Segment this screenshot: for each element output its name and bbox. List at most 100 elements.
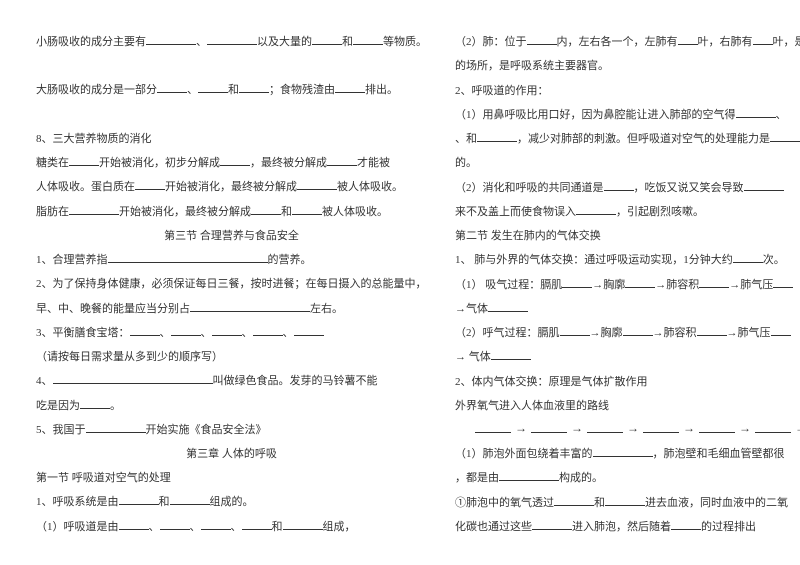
right-column: （2）肺：位于内，左右各一个，左肺有叶，右肺有叶，是 的场所，是呼吸系统主要器官… — [455, 28, 800, 537]
blank — [560, 325, 590, 336]
blank — [119, 519, 149, 530]
blank — [488, 301, 528, 312]
text-line: 1、合理营养指的营养。 — [36, 246, 427, 270]
blank — [242, 519, 272, 530]
blank — [733, 252, 763, 263]
t: 4、 — [36, 375, 53, 387]
t: 、 — [196, 36, 207, 48]
blank — [532, 519, 572, 530]
t: 第二节 发生在肺内的气体交换 — [455, 230, 601, 242]
t: 脂肪在 — [36, 206, 69, 218]
blank — [160, 519, 190, 530]
blank — [69, 155, 99, 166]
t: 叶，右肺有 — [698, 36, 753, 48]
blank — [157, 82, 187, 93]
t: 、 — [776, 109, 787, 121]
spacer — [36, 52, 427, 76]
text-line: （1）肺泡外面包绕着丰富的，肺泡壁和毛细血管壁都很 — [455, 440, 800, 464]
t: 、 — [160, 327, 171, 339]
t: 的场所，是呼吸系统主要器官。 — [455, 60, 609, 72]
t: 次。 — [763, 254, 785, 266]
blank — [133, 373, 213, 384]
arrow-icon: → — [515, 421, 527, 436]
t: 进入肺泡，然后随着 — [572, 521, 671, 533]
left-column: 小肠吸收的成分主要有、以及大量的和等物质。 大肠吸收的成分是一部分、和；食物残渣… — [36, 28, 427, 537]
t: 开始被消化，最终被分解成 — [119, 206, 251, 218]
t: 2、呼吸道的作用： — [455, 85, 549, 97]
t: 开始被消化，最终被分解成 — [165, 181, 297, 193]
t: 被人体吸收。 — [322, 206, 388, 218]
text-line: 、和 ，减少对肺部的刺激。但呼吸道对空气的处理能力是 — [455, 125, 800, 149]
t: 和 — [342, 36, 353, 48]
text-line: 脂肪在开始被消化，最终被分解成和被人体吸收。 — [36, 198, 427, 222]
blank — [576, 204, 616, 215]
t: 和 — [159, 496, 170, 508]
text-line: → 气体 — [455, 343, 800, 367]
text-line: 1、呼吸系统是由和组成的。 — [36, 488, 427, 512]
blank — [201, 519, 231, 530]
blank — [69, 204, 119, 215]
blank — [491, 349, 531, 360]
arrow-icon: → — [739, 421, 751, 436]
t: 、 — [187, 84, 198, 96]
blank — [353, 34, 383, 45]
blank — [220, 155, 250, 166]
spacer — [36, 101, 427, 125]
t: 的营养。 — [268, 254, 312, 266]
blank — [188, 252, 268, 263]
text-line: 4、叫做绿色食品。发芽的马铃薯不能 — [36, 367, 427, 391]
arrow-icon: → — [795, 421, 800, 436]
t: → 气体 — [455, 351, 491, 363]
blank — [755, 423, 791, 433]
blank — [771, 325, 791, 336]
blank — [294, 325, 324, 336]
blank — [697, 325, 727, 336]
t: ①肺泡中的氧气透过 — [455, 497, 554, 509]
t: 人体吸收。蛋白质在 — [36, 181, 135, 193]
t: 和 — [228, 84, 239, 96]
t: 、和 — [455, 133, 477, 145]
t: 以及大量的 — [257, 36, 312, 48]
t: 、 — [149, 521, 160, 533]
blank — [146, 34, 196, 45]
t: ，减少对肺部的刺激。但呼吸道对空气的处理能力是 — [517, 133, 770, 145]
blank — [292, 204, 322, 215]
t: （请按每日需求量从多到少的顺序写） — [36, 351, 223, 363]
blank — [53, 373, 133, 384]
t: →胸廓 — [590, 327, 623, 339]
blank — [643, 423, 679, 433]
blank — [527, 34, 557, 45]
t: →肺容积 — [655, 279, 699, 291]
blank — [312, 34, 342, 45]
text-line: 3、平衡膳食宝塔：、、、、 — [36, 319, 427, 343]
blank — [86, 422, 146, 433]
blank — [119, 494, 159, 505]
blank — [190, 301, 270, 312]
blank — [587, 423, 623, 433]
blank — [744, 180, 784, 191]
arrow-icon: → — [683, 421, 695, 436]
text-line: 8、三大营养物质的消化 — [36, 125, 427, 149]
t: →肺气压 — [729, 279, 773, 291]
t: 来不及盖上而使食物误入 — [455, 206, 576, 218]
t: 早、中、晚餐的能量应当分别占 — [36, 303, 190, 315]
text-line: 吃是因为。 — [36, 392, 427, 416]
t: 被人体吸收。 — [337, 181, 403, 193]
t: 第三节 合理营养与食品安全 — [164, 230, 299, 242]
text-line: ，都是由构成的。 — [455, 464, 800, 488]
t: ，吃饭又说又笑会导致 — [634, 182, 744, 194]
t: 和 — [272, 521, 283, 533]
t: 、 — [201, 327, 212, 339]
t: （1）肺泡外面包绕着丰富的 — [455, 448, 593, 460]
blank — [753, 34, 773, 45]
blank — [171, 325, 201, 336]
t: 、 — [242, 327, 253, 339]
text-line: 2、呼吸道的作用： — [455, 77, 800, 101]
blank — [593, 446, 653, 457]
t: （2）消化和呼吸的共同通道是 — [455, 182, 604, 194]
t: 外界氧气进入人体血液里的路线 — [455, 400, 609, 412]
t: →肺容积 — [653, 327, 697, 339]
t: 2、体内气体交换：原理是气体扩散作用 — [455, 376, 648, 388]
blank — [207, 34, 257, 45]
t: 左右。 — [310, 303, 343, 315]
